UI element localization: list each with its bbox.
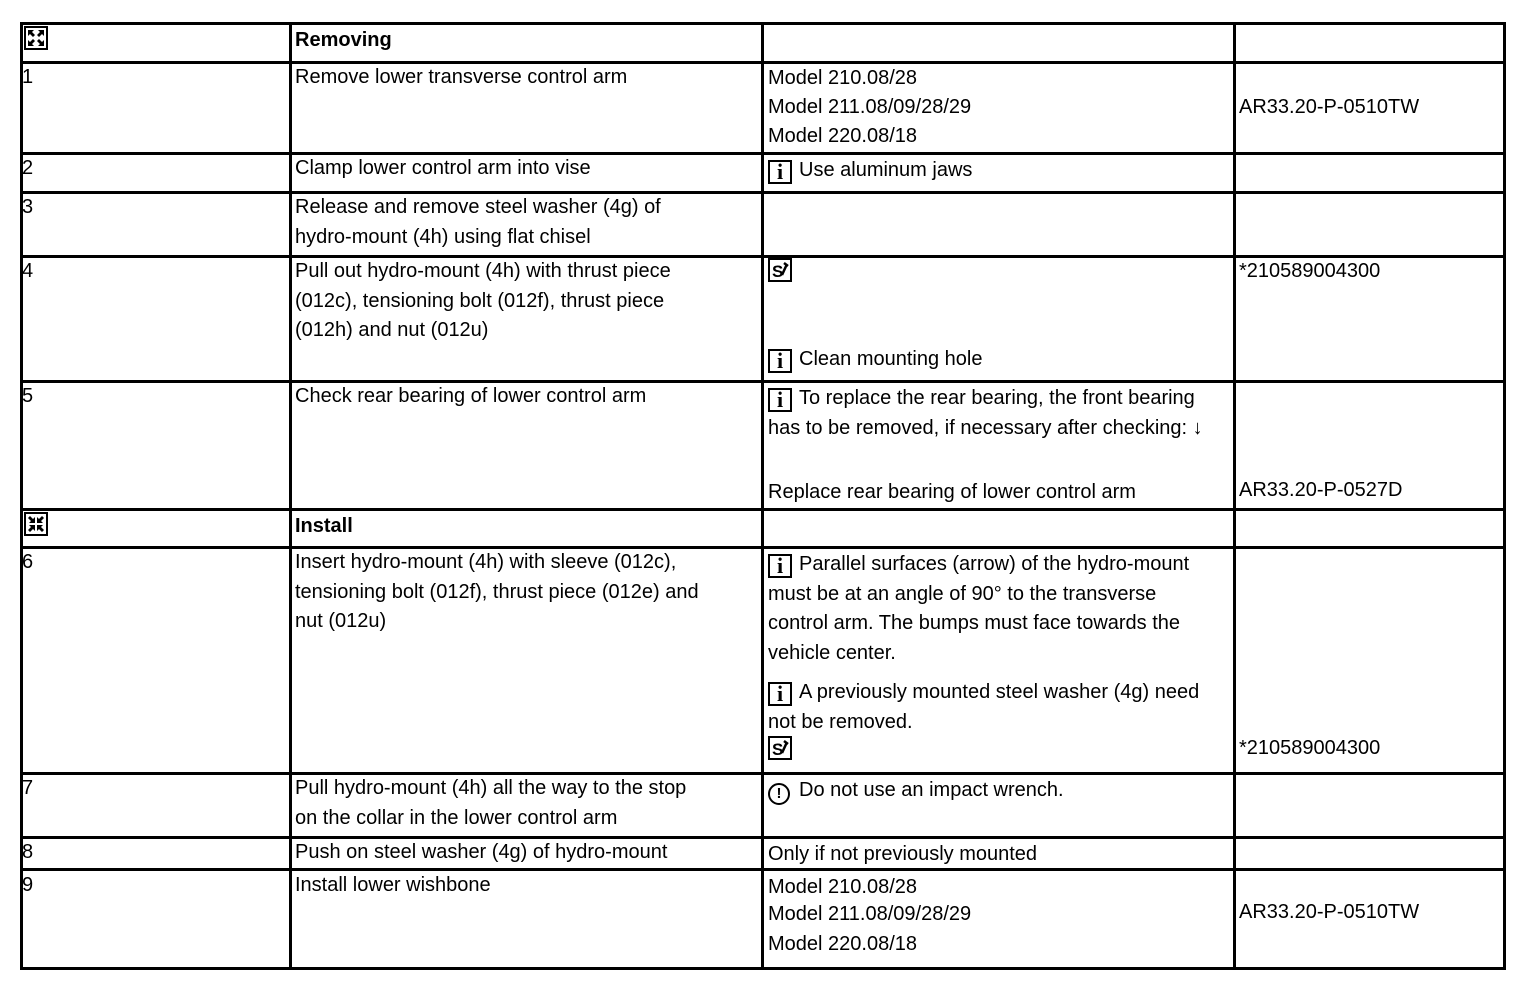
step-action-line: Pull out hydro-mount (4h) with thrust pi… <box>295 260 671 282</box>
section-icon-cell <box>24 512 55 539</box>
note-text: Model 211.08/09/28/29 <box>768 96 972 118</box>
step-note: S <box>768 736 1218 767</box>
step-note: Only if not previously mounted <box>768 840 1218 870</box>
note-text: Clean mounting hole <box>799 348 983 370</box>
column-border <box>289 22 292 970</box>
note-text: Do not use an impact wrench. <box>799 779 1064 801</box>
step-action-line: Install lower wishbone <box>295 874 491 896</box>
reference-link[interactable]: AR33.20-P-0510TW <box>1239 96 1420 118</box>
info-icon: i <box>768 682 792 706</box>
step-action-line: on the collar in the lower control arm <box>295 806 618 829</box>
section-title: Install <box>295 515 353 537</box>
note-text: Model 210.08/28 <box>768 67 918 89</box>
note-text: Model 210.08/28 <box>768 876 918 898</box>
step-note: Model 211.08/09/28/29 <box>768 900 1218 930</box>
column-border <box>1503 22 1506 970</box>
note-text: Model 211.08/09/28/29 <box>768 903 972 925</box>
expand-arrows-icon <box>24 26 48 50</box>
reference-link[interactable]: AR33.20-P-0527D <box>1239 479 1403 501</box>
step-number: 8 <box>22 841 34 863</box>
step-action-line: hydro-mount (4h) using flat chisel <box>295 225 591 248</box>
note-text: To replace the rear bearing, the front b… <box>768 387 1203 439</box>
step-action-line: Pull hydro-mount (4h) all the way to the… <box>295 777 687 799</box>
note-text: A previously mounted steel washer (4g) n… <box>768 681 1200 733</box>
step-note: Model 210.08/28 <box>768 873 1218 903</box>
note-text: Model 220.08/18 <box>768 933 918 955</box>
step-number: 5 <box>22 385 34 407</box>
reference-link[interactable]: *210589004300 <box>1239 737 1381 759</box>
step-note: S <box>768 258 1218 289</box>
svg-text:S: S <box>772 262 783 279</box>
step-number: 2 <box>22 157 34 179</box>
step-number: 4 <box>22 260 34 282</box>
svg-text:S: S <box>772 740 783 757</box>
column-border <box>761 22 764 970</box>
step-action-line: (012h) and nut (012u) <box>295 319 489 341</box>
step-note: i Clean mounting hole <box>768 345 1218 375</box>
step-note: i Use aluminum jaws <box>768 156 1218 186</box>
column-border <box>20 22 23 970</box>
reference-link[interactable]: *210589004300 <box>1239 260 1381 282</box>
section-title: Removing <box>295 29 392 51</box>
info-icon: i <box>768 349 792 373</box>
note-text: Parallel surfaces (arrow) of the hydro-m… <box>768 553 1190 664</box>
step-note: i To replace the rear bearing, the front … <box>768 384 1218 443</box>
step-action-line: Release and remove steel washer (4g) of <box>295 196 661 218</box>
step-note: Model 210.08/28 <box>768 64 1218 94</box>
warning-icon: ! <box>768 783 790 805</box>
step-note: Model 220.08/18 <box>768 930 1218 960</box>
step-action-line: Push on steel washer (4g) of hydro-mount <box>295 841 668 863</box>
step-note: Replace rear bearing of lower control ar… <box>768 478 1218 508</box>
step-number: 3 <box>22 196 34 218</box>
step-action-line: Remove lower transverse control arm <box>295 66 628 88</box>
step-number: 9 <box>22 874 34 896</box>
special-tool-icon: S <box>768 258 792 282</box>
column-border <box>1233 22 1236 970</box>
step-note: ! Do not use an impact wrench. <box>768 776 1218 806</box>
special-tool-icon: S <box>768 736 792 760</box>
step-action-line: tensioning bolt (012f), thrust piece (01… <box>295 580 699 603</box>
step-action-line: Check rear bearing of lower control arm <box>295 385 647 407</box>
step-number: 1 <box>22 66 34 88</box>
note-text: Use aluminum jaws <box>799 159 973 181</box>
section-icon-cell <box>24 26 55 53</box>
info-icon: i <box>768 160 792 184</box>
step-action-line: Insert hydro-mount (4h) with sleeve (012… <box>295 551 677 573</box>
step-number: 7 <box>22 777 34 799</box>
note-text: Model 220.08/18 <box>768 125 918 147</box>
step-number: 6 <box>22 551 34 573</box>
step-note: i Parallel surfaces (arrow) of the hydro-… <box>768 550 1218 668</box>
step-action-line: Clamp lower control arm into vise <box>295 157 591 179</box>
reference-link[interactable]: AR33.20-P-0510TW <box>1239 901 1420 923</box>
compress-arrows-icon <box>24 512 48 536</box>
info-icon: i <box>768 554 792 578</box>
note-text: Only if not previously mounted <box>768 843 1038 865</box>
info-icon: i <box>768 388 792 412</box>
step-note: Model 220.08/18 <box>768 122 1218 152</box>
step-action-line: nut (012u) <box>295 610 387 632</box>
step-action-line: (012c), tensioning bolt (012f), thrust p… <box>295 289 665 312</box>
step-note: Model 211.08/09/28/29 <box>768 93 1218 123</box>
note-text: Replace rear bearing of lower control ar… <box>768 481 1136 503</box>
